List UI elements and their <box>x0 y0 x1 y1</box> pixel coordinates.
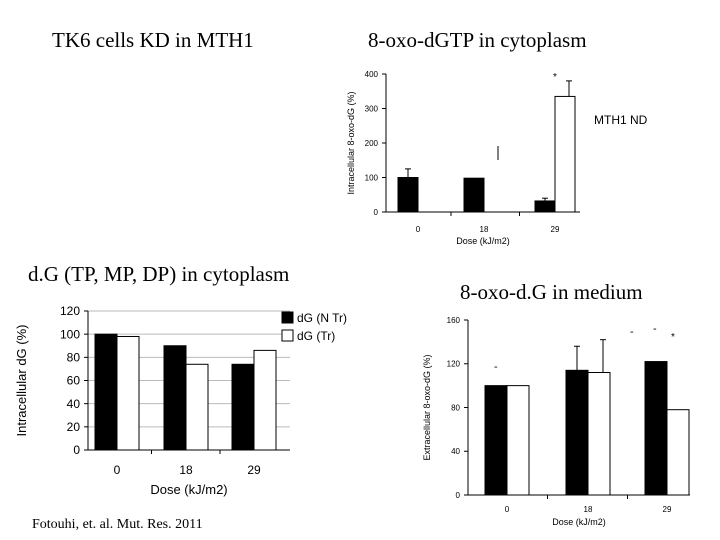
chart1-x-tick-label: 18 <box>480 225 489 234</box>
chart2-x-tick-label: 29 <box>247 463 261 477</box>
chart3-bar-s1-18 <box>565 369 589 496</box>
chart2-y-tick-label: 120 <box>60 304 80 318</box>
chart3-annotation: - <box>494 361 498 373</box>
chart2-x-axis-label: Dose (kJ/m2) <box>150 482 227 497</box>
chart3-x-tick-label: 18 <box>584 505 593 514</box>
main-title: TK6 cells KD in MTH1 <box>52 28 254 52</box>
chart3-bar-s1-0 <box>484 385 508 496</box>
chart3-y-tick-label: 40 <box>451 447 460 456</box>
chart3-y-axis-label: Extracellular 8-oxo-dG (%) <box>422 354 432 460</box>
chart2-y-tick-label: 0 <box>73 443 80 457</box>
chart2-legend-swatch <box>281 329 294 342</box>
chart3-x-axis-label: Dose (kJ/m2) <box>552 517 606 527</box>
chart3-y-tick-label: 80 <box>451 403 460 412</box>
chart1-x-tick-label: 0 <box>416 225 421 234</box>
chart3-bar-s2-0 <box>506 385 530 496</box>
chart2-x-tick-label: 18 <box>179 463 193 477</box>
chart1-x-axis-label: Dose (kJ/m2) <box>456 236 510 246</box>
chart2-y-tick-label: 60 <box>67 374 81 388</box>
chart3-x-tick-label: 29 <box>663 505 672 514</box>
chart2-y-tick-label: 20 <box>67 420 81 434</box>
chart1-annotation: * <box>553 72 557 83</box>
citation: Fotouhi, et. al. Mut. Res. 2011 <box>32 517 203 532</box>
chart1-annotation: MTH1 ND <box>594 113 648 127</box>
chart1-bar-s1-29 <box>534 200 556 213</box>
chart2-bar-s1-29 <box>231 363 255 451</box>
chart3-bar-s2-29 <box>666 409 690 496</box>
chart1-x-tick-label: 29 <box>551 225 560 234</box>
chart3-annotation: - <box>653 323 657 335</box>
chart2-legend-label: dG (Tr) <box>297 329 335 343</box>
chart3-title: 8-oxo-d.G in medium <box>460 280 643 304</box>
chart1-y-axis-label: Intracellular 8-oxo-dG (%) <box>346 91 356 194</box>
chart1-bar-s2-29 <box>554 95 576 213</box>
chart1-y-tick-label: 0 <box>374 208 379 217</box>
chart1-bar-s1-18 <box>463 177 485 213</box>
chart2-bar-s1-18 <box>163 345 187 451</box>
chart3-bar-s1-29 <box>644 361 668 496</box>
chart1-bar-s1-0 <box>397 177 419 213</box>
chart1-y-tick-label: 400 <box>365 70 379 79</box>
chart2-y-tick-label: 80 <box>67 351 81 365</box>
chart1-title: 8-oxo-dGTP in cytoplasm <box>368 28 587 52</box>
chart1-y-tick-label: 200 <box>365 139 379 148</box>
chart2-y-tick-label: 100 <box>60 327 80 341</box>
chart2-title: d.G (TP, MP, DP) in cytoplasm <box>28 262 290 286</box>
chart2-x-tick-label: 0 <box>114 463 121 477</box>
chart2-legend-label: dG (N Tr) <box>297 311 347 325</box>
chart3-y-tick-label: 160 <box>447 316 461 325</box>
chart1-y-tick-label: 100 <box>365 173 379 182</box>
chart2-y-tick-label: 40 <box>67 397 81 411</box>
chart3-y-tick-label: 120 <box>447 360 461 369</box>
chart3-annotation: - <box>630 326 634 338</box>
chart2-legend-swatch <box>281 311 294 324</box>
chart2-y-axis-label: Intracellular dG (%) <box>14 325 29 437</box>
chart1-y-tick-label: 300 <box>365 104 379 113</box>
chart3-annotation: * <box>671 332 675 343</box>
chart2-bar-s2-18 <box>185 363 209 451</box>
chart3-x-tick-label: 0 <box>505 505 510 514</box>
chart2-bar-s1-0 <box>94 333 118 451</box>
chart2-bar-s2-0 <box>116 335 140 451</box>
chart2-bar-s2-29 <box>253 349 277 451</box>
chart3-y-tick-label: 0 <box>456 491 461 500</box>
chart3-bar-s2-18 <box>587 372 611 496</box>
